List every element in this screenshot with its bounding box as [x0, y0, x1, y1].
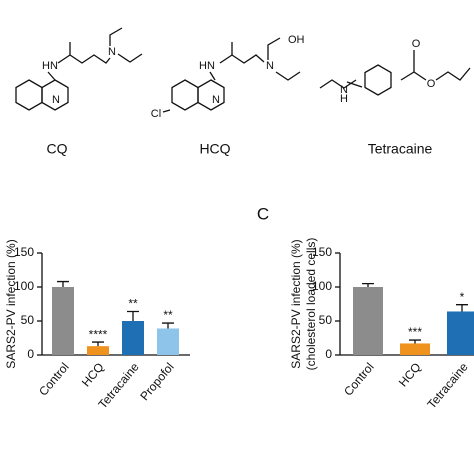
bond	[400, 71, 427, 81]
compound-name: Tetracaine	[368, 141, 433, 157]
y-tick-label: 50	[319, 313, 333, 327]
bond	[275, 71, 301, 81]
y-axis-label: (cholesterol loaded cells)	[304, 238, 318, 371]
bar	[87, 346, 109, 355]
bond	[117, 53, 143, 63]
error-bar	[362, 282, 374, 287]
ring	[171, 79, 199, 111]
x-tick-label: Propofol	[137, 360, 176, 403]
y-tick-label: 50	[21, 313, 35, 327]
bar	[122, 321, 144, 355]
panel-label: C	[257, 204, 269, 223]
significance-label: ***	[408, 325, 422, 339]
atom-label: H	[340, 93, 348, 105]
x-tick-label: Control	[341, 360, 377, 399]
bond	[435, 67, 471, 81]
bond	[267, 37, 281, 60]
y-axis-label: SARS2-PV infection (%)	[289, 239, 303, 368]
bar	[400, 343, 430, 355]
ring	[15, 79, 43, 111]
significance-label: **	[163, 308, 173, 322]
atom-label: N	[266, 60, 274, 72]
bar	[353, 287, 383, 355]
atom-label: N	[212, 94, 220, 106]
bond	[319, 79, 357, 89]
bar	[447, 311, 474, 355]
atom-label: O	[412, 38, 421, 50]
error-bar	[456, 304, 468, 312]
y-tick-label: 100	[312, 279, 332, 293]
y-axis-label: SARS2-PV infection (%)	[4, 239, 18, 368]
bond	[47, 71, 56, 81]
bar	[52, 287, 74, 355]
atom-label: N	[340, 84, 348, 96]
error-bar	[57, 280, 69, 287]
atom-label: N	[52, 94, 60, 106]
error-bar	[409, 339, 421, 344]
significance-label: ****	[89, 327, 108, 341]
ring	[41, 79, 69, 111]
compound-name: CQ	[47, 141, 68, 157]
x-tick-label: HCQ	[79, 360, 107, 389]
atom-label: O	[427, 78, 436, 90]
atom-label: Cl	[151, 108, 161, 120]
atom-label: HN	[199, 60, 215, 72]
ring	[364, 64, 392, 96]
bond	[109, 27, 123, 46]
bond	[219, 54, 265, 64]
bond	[162, 109, 171, 113]
y-tick-label: 150	[312, 245, 332, 259]
atom-label: HN	[42, 60, 58, 72]
y-tick-label: 150	[14, 245, 34, 259]
x-tick-label: Control	[36, 360, 72, 399]
bond	[209, 71, 216, 81]
y-tick-label: 0	[325, 347, 332, 361]
bond	[346, 81, 363, 88]
x-tick-label: HCQ	[396, 360, 424, 389]
significance-label: **	[128, 297, 138, 311]
atom-label: OH	[288, 34, 305, 46]
y-tick-label: 100	[14, 279, 34, 293]
ring	[197, 79, 225, 111]
structures	[15, 27, 471, 113]
y-tick-label: 0	[27, 347, 34, 361]
compound-name: HCQ	[199, 141, 230, 157]
bar	[157, 328, 179, 355]
atom-label: N	[108, 46, 116, 58]
error-bar	[127, 310, 139, 321]
x-tick-label: Tetracaine	[424, 360, 471, 412]
significance-label: *	[460, 290, 465, 304]
error-bar	[162, 322, 174, 329]
error-bar	[92, 341, 104, 347]
bond	[57, 54, 111, 64]
